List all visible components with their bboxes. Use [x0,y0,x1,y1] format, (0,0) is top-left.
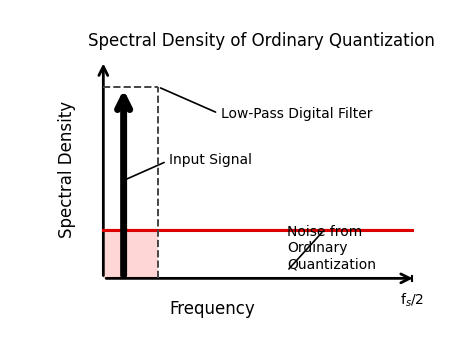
Text: Input Signal: Input Signal [126,153,253,179]
Bar [103,230,158,279]
Text: Noise from
Ordinary
Quantization: Noise from Ordinary Quantization [287,225,376,271]
Text: f$_s$/2: f$_s$/2 [400,292,424,309]
Text: Frequency: Frequency [170,300,255,318]
Text: Spectral Density: Spectral Density [58,101,75,238]
Text: Low-Pass Digital Filter: Low-Pass Digital Filter [161,88,373,121]
Text: Spectral Density of Ordinary Quantization: Spectral Density of Ordinary Quantizatio… [88,32,435,50]
